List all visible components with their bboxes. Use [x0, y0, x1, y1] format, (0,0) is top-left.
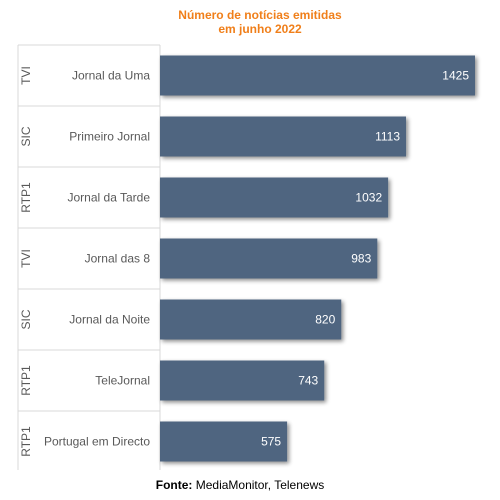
channel-label: SIC — [19, 309, 33, 329]
program-label: Jornal da Uma — [72, 69, 150, 83]
program-label: Jornal da Noite — [69, 313, 150, 327]
bar — [160, 55, 475, 96]
bar — [160, 421, 288, 462]
bar-value-label: 820 — [315, 313, 335, 327]
bar — [160, 299, 342, 340]
channel-label: TVI — [19, 66, 33, 85]
program-label: Portugal em Directo — [44, 435, 150, 449]
source-note: Fonte: MediaMonitor, Telenews — [0, 478, 480, 492]
bar — [160, 177, 389, 218]
bar-value-label: 575 — [261, 435, 281, 449]
bar-value-label: 1113 — [375, 130, 400, 144]
bar-value-label: 1425 — [442, 69, 469, 83]
program-label: Jornal das 8 — [85, 252, 151, 266]
source-text: MediaMonitor, Telenews — [192, 478, 325, 492]
chart-title-line-1: Número de notícias emitidas — [178, 8, 342, 22]
program-label: Primeiro Jornal — [69, 130, 150, 144]
bar-value-label: 983 — [351, 252, 371, 266]
channel-label: TVI — [19, 249, 33, 268]
bar-chart: TVI Jornal da Uma 1425 SIC Primeiro Jornal 11… — [17, 44, 475, 470]
channel-label: RTP1 — [19, 365, 33, 396]
source-label: Fonte: — [155, 478, 193, 492]
channel-label: SIC — [19, 126, 33, 146]
bar-value-label: 743 — [298, 374, 318, 388]
program-label: TeleJornal — [95, 374, 150, 388]
bar — [160, 360, 325, 401]
channel-label: RTP1 — [19, 426, 33, 457]
chart-title: Número de notícias emitidas em junho 202… — [0, 8, 500, 36]
chart-title-line-2: em junho 2022 — [218, 22, 302, 36]
category-axis-frame — [17, 44, 161, 470]
bar — [160, 238, 378, 279]
channel-label: RTP1 — [19, 182, 33, 213]
bar — [160, 116, 407, 157]
bar-value-label: 1032 — [355, 191, 382, 205]
program-label: Jornal da Tarde — [68, 191, 151, 205]
